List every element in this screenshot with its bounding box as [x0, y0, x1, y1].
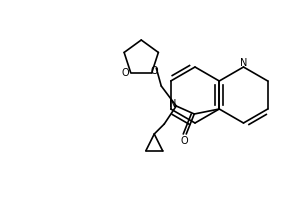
- Text: N: N: [169, 99, 176, 109]
- Text: O: O: [180, 136, 188, 146]
- Text: O: O: [150, 66, 158, 76]
- Text: O: O: [122, 68, 130, 78]
- Text: N: N: [240, 58, 247, 68]
